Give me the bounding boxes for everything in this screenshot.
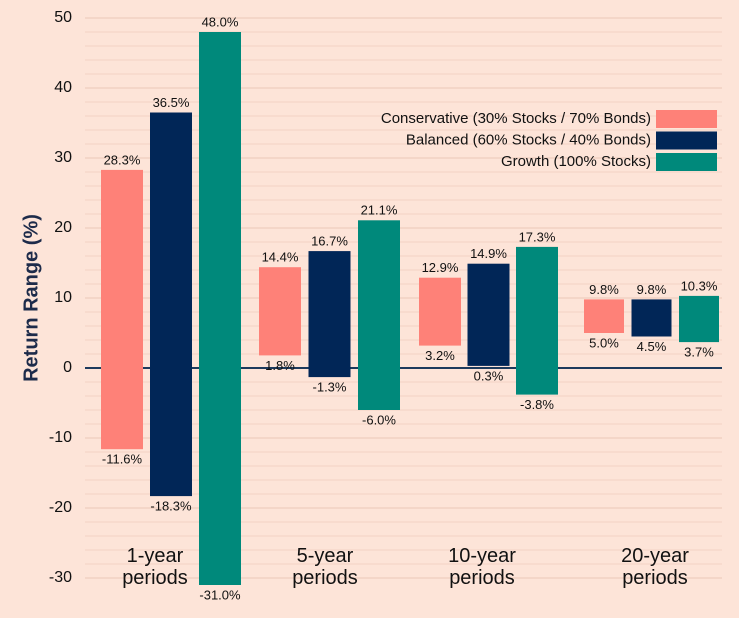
legend-swatch (656, 110, 717, 128)
y-tick-label: 40 (54, 79, 72, 96)
value-label: 36.5% (153, 95, 190, 110)
value-label: 3.7% (684, 345, 714, 360)
value-label: 5.0% (589, 335, 619, 350)
y-tick-label: 0 (63, 359, 72, 376)
bar (358, 220, 400, 410)
value-label: 14.4% (262, 250, 299, 265)
bar (101, 169, 143, 450)
value-label: -11.6% (102, 452, 143, 467)
bar (467, 263, 510, 366)
bar (584, 299, 624, 333)
value-label: 28.3% (104, 152, 141, 167)
legend-label: Growth (100% Stocks) (501, 153, 651, 170)
value-label: 9.8% (589, 282, 619, 297)
legend-label: Balanced (60% Stocks / 40% Bonds) (406, 131, 651, 148)
value-label: 12.9% (422, 260, 459, 275)
value-label: 10.3% (681, 278, 718, 293)
legend-swatch (656, 153, 717, 171)
x-tick-label: 10-year periods (448, 545, 516, 589)
bar (199, 32, 241, 585)
bar (308, 251, 351, 378)
bar (631, 299, 672, 337)
y-tick-label: -10 (49, 429, 72, 446)
legend-label: Conservative (30% Stocks / 70% Bonds) (381, 110, 651, 127)
bar (150, 112, 192, 497)
value-label: 1.8% (265, 358, 295, 373)
value-label: 3.2% (425, 348, 455, 363)
x-tick-label: 1-year periods (122, 545, 188, 589)
y-tick-label: 20 (54, 219, 72, 236)
bar (419, 277, 461, 346)
value-label: 4.5% (637, 339, 667, 354)
legend-swatch (656, 131, 717, 150)
value-label: 14.9% (470, 246, 507, 261)
value-label: 17.3% (519, 229, 556, 244)
value-label: 16.7% (311, 234, 348, 249)
bar (259, 267, 301, 356)
bar (679, 295, 719, 343)
y-tick-label: 50 (54, 9, 72, 26)
value-label: 21.1% (361, 203, 398, 218)
value-label: -31.0% (199, 587, 241, 602)
value-label: -18.3% (150, 499, 192, 514)
value-label: 0.3% (474, 368, 504, 383)
bar (516, 246, 558, 395)
value-label: -6.0% (362, 412, 396, 427)
value-label: 48.0% (202, 14, 239, 29)
y-tick-label: -30 (49, 569, 72, 586)
value-label: -3.8% (520, 397, 554, 412)
y-tick-label: 10 (54, 289, 72, 306)
value-label: 9.8% (637, 282, 667, 297)
y-axis-label: Return Range (%) (20, 214, 42, 382)
x-tick-label: 20-year periods (621, 545, 689, 589)
value-label: -1.3% (313, 380, 347, 395)
y-tick-label: 30 (54, 149, 72, 166)
x-tick-label: 5-year periods (292, 545, 358, 589)
y-tick-label: -20 (49, 499, 72, 516)
